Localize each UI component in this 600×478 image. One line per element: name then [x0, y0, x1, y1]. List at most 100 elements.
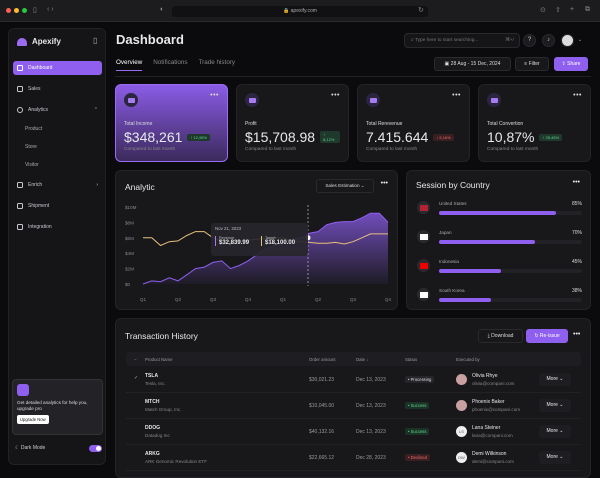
kpi-card[interactable]: ••• Profit $15,708.98 ↑ 8,12% Compared to… — [236, 84, 349, 162]
reload-icon[interactable]: ↻ — [418, 7, 424, 14]
kpi-card[interactable]: ••• Total Rerevenue 7.415.644 ↓ 5,16% Com… — [357, 84, 470, 162]
sidebar-item-integration[interactable]: Integration — [13, 220, 102, 234]
upgrade-now-button[interactable]: Upgrade Now — [17, 415, 49, 424]
country-row: South Korea 38% — [417, 286, 582, 314]
x-tick-label: Q4 — [245, 297, 252, 302]
bell-icon[interactable]: ♪ — [542, 34, 555, 47]
flag-icon — [417, 201, 430, 214]
person-name: Olivia Rhye — [472, 373, 498, 379]
tab-overview[interactable]: Overview — [116, 59, 143, 71]
kpi-subtext: Compared to last month — [124, 147, 176, 152]
company-name: Match Group, Inc. — [145, 407, 182, 412]
kpi-card[interactable]: ••• Total Convertion 10,87% ↑ 25,45% Comp… — [478, 84, 591, 162]
x-tick-label: Q1 — [280, 297, 287, 302]
analytic-title: Analytic — [125, 182, 155, 192]
download-icon[interactable]: ⊙ — [540, 7, 546, 14]
download-button[interactable]: ⤓ Download — [478, 329, 523, 343]
more-dropdown-button[interactable]: More ⌄ — [539, 451, 571, 464]
more-options-icon[interactable]: ••• — [210, 92, 219, 99]
person-name: Demi Wilkinson — [472, 451, 507, 457]
address-bar[interactable]: 🔒 apexify.com — [172, 6, 428, 17]
tabs-icon[interactable]: ⧉ — [585, 6, 590, 13]
sidebar-item-shipment[interactable]: Shipment — [13, 199, 102, 213]
status-badge: • Success — [405, 428, 430, 435]
sales-estimation-dropdown[interactable]: Sales Estimation ⌄ — [316, 179, 374, 193]
collapse-sidebar-icon[interactable]: ▯ — [93, 36, 98, 45]
dark-mode-toggle[interactable] — [89, 445, 102, 452]
tab-trade-history[interactable]: Trade history — [198, 59, 236, 66]
chevron-down-icon[interactable]: ⌄ — [578, 37, 583, 43]
col-product-name[interactable]: Product Name — [145, 357, 173, 362]
logo-icon — [17, 37, 27, 46]
kpi-subtext: Compared to last month — [366, 147, 418, 152]
table-row[interactable]: ✓ TSLA Tesla, Inc. $30,021.23 Dec 13, 20… — [126, 367, 581, 393]
share-button[interactable]: ⇪ Share — [554, 57, 588, 71]
session-title: Session by Country — [416, 180, 490, 190]
more-options-icon[interactable]: ••• — [452, 92, 461, 99]
avatar[interactable] — [561, 34, 574, 47]
more-dropdown-button[interactable]: More ⌄ — [539, 425, 571, 438]
new-tab-icon[interactable]: + — [570, 6, 575, 13]
tab-bar: Overview Notifications Trade history — [116, 59, 235, 71]
sidebar-item-dashboard[interactable]: Dashboard — [13, 61, 102, 75]
kpi-card[interactable]: ••• Total Income $348,261 ↑ 12,95% Compar… — [115, 84, 228, 162]
col-order-amount[interactable]: Order amount — [309, 357, 336, 362]
kpi-change-badge: ↑ 12,95% — [187, 133, 211, 141]
table-row[interactable]: MTCH Match Group, Inc. $10,045.00 Dec 13… — [126, 393, 581, 419]
zoom-window-button[interactable] — [22, 8, 27, 13]
company-name: Tesla, Inc. — [145, 381, 166, 386]
wallet-icon — [124, 93, 138, 107]
status-text: Declined — [410, 455, 427, 460]
sidebar-item-sales[interactable]: Sales — [13, 82, 102, 96]
sidebar-item-enrich[interactable]: Enrich › — [13, 178, 102, 192]
col-date[interactable]: Date ↓ — [356, 357, 369, 362]
more-options-icon[interactable]: ••• — [380, 180, 388, 187]
more-options-icon[interactable]: ••• — [331, 92, 340, 99]
page-title: Dashboard — [116, 32, 184, 47]
ticker: TSLA — [145, 373, 159, 379]
share-icon[interactable]: ⇧ — [555, 7, 561, 14]
reissue-button[interactable]: ↻ Re-issue — [526, 329, 568, 343]
moon-icon: ☾ — [15, 445, 20, 451]
more-options-icon[interactable]: ••• — [572, 179, 580, 186]
sidebar-item-analytics[interactable]: Analytics ⌃ — [13, 103, 102, 117]
kpi-subtext: Compared to last month — [487, 147, 539, 152]
shield-icon[interactable]: ◐ — [160, 6, 165, 13]
download-icon: ⤓ — [487, 333, 490, 339]
table-row[interactable]: ARKG ARK Genomic Revolution ETF $22,665.… — [126, 445, 581, 471]
filter-button[interactable]: ≡ Filter — [515, 57, 549, 71]
table-row[interactable]: DDOG Datadog Inc $40,132.16 Dec 13, 2023… — [126, 419, 581, 445]
col-executed-by[interactable]: Executed by — [456, 357, 480, 362]
brand-logo[interactable]: Apexify — [17, 37, 61, 46]
close-window-button[interactable] — [6, 8, 11, 13]
country-name: United States — [439, 201, 467, 206]
sidebar-item-product[interactable]: Product — [13, 122, 102, 136]
search-shortcut: ⌘+/ — [505, 38, 514, 43]
back-icon[interactable]: ‹ › — [47, 6, 54, 13]
tab-notifications[interactable]: Notifications — [153, 59, 188, 66]
more-options-icon[interactable]: ••• — [573, 331, 581, 338]
order-date: Dec 28, 2023 — [356, 455, 386, 461]
date-range-text: 28 Aug - 15 Dec, 2024 — [450, 61, 501, 67]
browser-toolbar: ▯ ‹ › ◐ 🔒 apexify.com ↻ ⊙ ⇧ + ⧉ — [0, 0, 600, 22]
y-tick-label: $4M — [125, 251, 134, 256]
col-status[interactable]: Status — [405, 357, 418, 362]
nav-label: Visitor — [25, 162, 39, 168]
more-options-icon[interactable]: ••• — [573, 92, 582, 99]
sidebar-item-visitor[interactable]: Visitor — [13, 158, 102, 172]
more-dropdown-button[interactable]: More ⌄ — [539, 399, 571, 412]
kpi-label: Total Income — [124, 121, 153, 127]
help-icon[interactable]: ? — [523, 34, 536, 47]
sidebar-toggle-icon[interactable]: ▯ — [33, 7, 37, 14]
select-all-checkbox[interactable]: − — [134, 357, 137, 362]
status-text: Success — [410, 403, 427, 408]
date-range-picker[interactable]: ▣ 28 Aug - 15 Dec, 2024 — [434, 57, 511, 71]
session-by-country-card: Session by Country ••• United States 85%… — [406, 170, 591, 310]
minimize-window-button[interactable] — [14, 8, 19, 13]
row-checkbox[interactable]: ✓ — [134, 375, 139, 381]
download-label: Download — [491, 333, 514, 339]
more-dropdown-button[interactable]: More ⌄ — [539, 373, 571, 386]
search-input[interactable]: ⌕ Type here to start searching... ⌘+/ — [404, 33, 520, 48]
sidebar-item-store[interactable]: Store — [13, 140, 102, 154]
cart-icon — [17, 86, 23, 92]
